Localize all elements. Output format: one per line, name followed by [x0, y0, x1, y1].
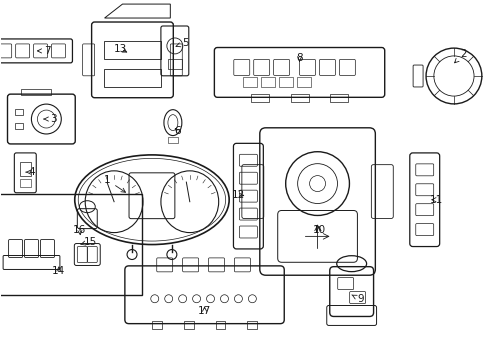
- Text: 11: 11: [429, 195, 442, 205]
- Bar: [183, 321, 193, 329]
- Text: 12: 12: [231, 190, 245, 201]
- Text: 3: 3: [44, 114, 56, 124]
- Bar: [242, 77, 256, 87]
- Bar: [16, 123, 23, 129]
- Bar: [167, 136, 178, 143]
- Text: 1: 1: [103, 175, 125, 192]
- Bar: [250, 94, 268, 102]
- Bar: [247, 321, 257, 329]
- Text: 8: 8: [296, 53, 302, 63]
- Text: 6: 6: [174, 126, 180, 135]
- Text: 14: 14: [52, 266, 65, 276]
- Text: 16: 16: [73, 225, 86, 235]
- Bar: [290, 94, 308, 102]
- Bar: [0, 194, 142, 295]
- Text: 17: 17: [198, 306, 211, 316]
- Bar: [330, 94, 347, 102]
- Text: 5: 5: [176, 38, 188, 48]
- Bar: [151, 321, 162, 329]
- Bar: [278, 77, 292, 87]
- Bar: [215, 321, 225, 329]
- Text: 2: 2: [454, 49, 466, 63]
- Text: 7: 7: [38, 46, 51, 56]
- Bar: [260, 77, 274, 87]
- Bar: [296, 77, 310, 87]
- Text: 9: 9: [351, 294, 363, 305]
- Bar: [16, 109, 23, 115]
- Bar: [20, 179, 31, 187]
- Bar: [103, 69, 161, 87]
- Bar: [21, 89, 51, 95]
- Text: 15: 15: [81, 237, 97, 247]
- Bar: [103, 41, 161, 59]
- Bar: [20, 162, 31, 176]
- Bar: [167, 59, 182, 69]
- Text: 13: 13: [114, 44, 127, 54]
- Text: 4: 4: [26, 167, 35, 177]
- Text: 10: 10: [312, 225, 325, 235]
